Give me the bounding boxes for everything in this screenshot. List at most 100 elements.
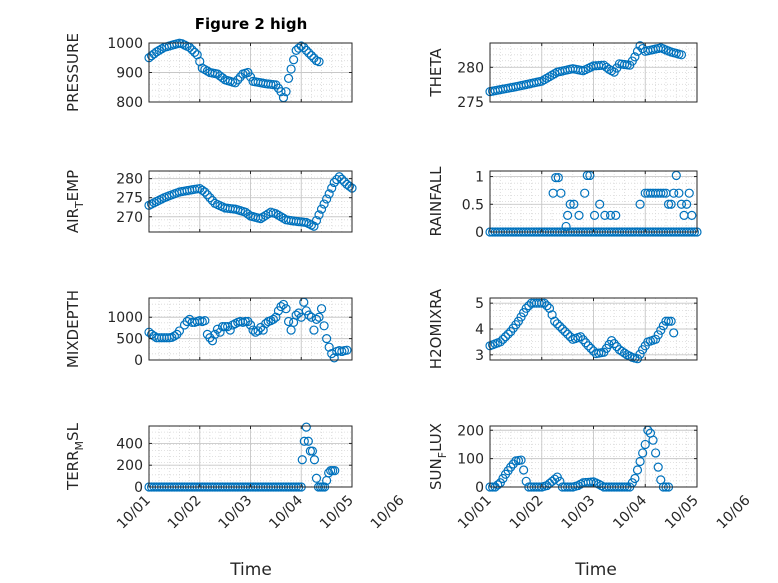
data-point: [205, 193, 215, 203]
data-point: [281, 304, 291, 314]
data-point: [674, 188, 684, 198]
y-tick-label: 0: [134, 353, 143, 369]
x-tick-label: 10/03: [558, 493, 598, 533]
y-tick-label: 1000: [107, 310, 143, 326]
data-point: [557, 324, 568, 334]
data-point: [311, 314, 322, 324]
panel-theta: 275 280 THETA: [427, 41, 698, 111]
data-point: [563, 210, 573, 220]
data-point: [611, 210, 621, 220]
x-tick-label: 10/03: [215, 493, 255, 533]
y-tick-label: 4: [475, 322, 484, 338]
data-point: [661, 316, 671, 326]
data-point: [583, 341, 593, 351]
data-point: [561, 221, 571, 232]
data-point: [586, 343, 596, 353]
y-tick-label: 270: [116, 210, 143, 226]
y-tick-label: 0.5: [462, 197, 484, 213]
data-point: [316, 204, 327, 214]
data-point: [609, 339, 619, 349]
data-point: [245, 320, 256, 330]
data-point: [225, 325, 235, 335]
data-point: [550, 69, 560, 79]
panel-rainfall: 0 0.5 1 RAINFALL: [427, 166, 702, 241]
data-point: [258, 212, 268, 222]
data-point: [578, 335, 588, 345]
data-point: [283, 73, 294, 84]
figure-title: Figure 2 high: [195, 15, 308, 33]
y-tick-label: 900: [116, 66, 143, 82]
data-point: [669, 328, 679, 338]
data-point: [314, 57, 324, 67]
x-tick-label: 10/02: [507, 493, 547, 533]
data-point: [544, 303, 555, 313]
data-point: [190, 47, 200, 57]
data-point: [663, 199, 674, 209]
data-point: [152, 47, 162, 57]
data-point: [656, 325, 666, 335]
data-point: [311, 473, 322, 483]
data-point: [658, 188, 668, 198]
data-point: [286, 64, 296, 74]
data-point: [635, 41, 645, 51]
data-point: [217, 322, 228, 332]
data-point: [268, 314, 278, 324]
series-markers: [144, 172, 357, 231]
data-point: [679, 210, 689, 220]
data-point: [658, 321, 668, 331]
data-point: [575, 332, 586, 342]
data-point: [607, 336, 617, 346]
data-point: [154, 45, 164, 55]
x-tick-label: 10/04: [266, 492, 306, 532]
panel-terr_msl: 0 200 400 10/01 10/02 10/03 10/04 10/05 10/06 TER…: [64, 422, 408, 532]
data-point: [537, 76, 547, 86]
data-point: [311, 215, 322, 226]
y-tick-label: 3: [475, 348, 484, 364]
y-tick-label: 500: [116, 332, 143, 348]
data-point: [565, 199, 575, 209]
x-axis-label-right: Time: [574, 560, 617, 580]
y-tick-label: 400: [116, 436, 143, 452]
data-point: [322, 334, 332, 344]
data-point: [503, 329, 513, 339]
data-point: [197, 185, 207, 195]
x-tick-label: 10/01: [114, 493, 154, 533]
data-point: [314, 312, 324, 322]
data-point: [316, 304, 327, 314]
panel-sun_flux: 0 100 200 10/01 10/02 10/03 10/04 10/05 10/06 SUN…: [427, 423, 754, 532]
data-point: [301, 422, 311, 432]
data-point: [671, 170, 681, 181]
y-tick-label: 275: [457, 95, 484, 111]
y-tick-label: 200: [116, 458, 143, 474]
data-point: [547, 476, 557, 486]
x-tick-label: 10/05: [662, 493, 702, 533]
y-axis-label: RAINFALL: [427, 166, 445, 237]
y-tick-label: 280: [116, 172, 143, 188]
data-point: [650, 334, 661, 344]
data-point: [551, 173, 561, 183]
data-point: [684, 188, 694, 198]
data-point: [276, 87, 286, 97]
data-point: [243, 209, 253, 219]
y-tick-label: 200: [457, 423, 484, 439]
y-tick-label: 275: [116, 191, 143, 207]
data-point: [555, 321, 565, 332]
x-tick-label: 10/02: [165, 493, 205, 533]
data-point: [324, 342, 334, 352]
data-point: [663, 316, 674, 326]
data-point: [261, 319, 271, 329]
data-point: [650, 448, 661, 458]
data-point: [329, 177, 339, 188]
x-tick-label: 10/06: [714, 492, 754, 532]
data-point: [581, 338, 591, 348]
data-point: [271, 312, 281, 322]
panel-h2omixra: 3 4 5 H2OMIXRA: [427, 288, 698, 369]
data-point: [233, 75, 243, 85]
data-point: [281, 87, 291, 97]
data-point: [556, 188, 566, 198]
data-point: [200, 64, 210, 75]
data-point: [539, 298, 549, 308]
data-point: [506, 462, 516, 472]
data-point: [245, 72, 256, 82]
